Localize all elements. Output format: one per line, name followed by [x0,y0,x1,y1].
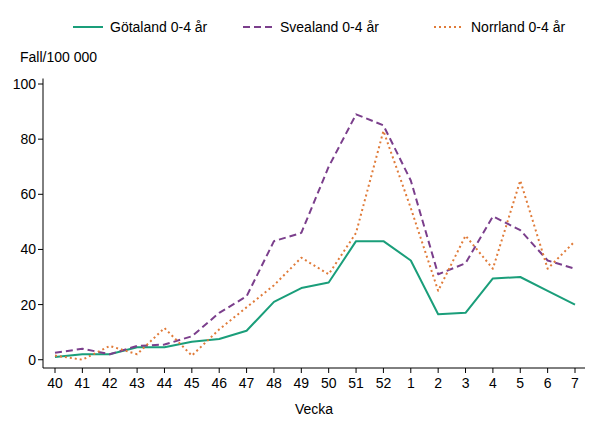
x-tick [55,368,56,373]
y-tick [38,194,43,195]
y-tick-label: 0 [28,352,36,368]
x-tick-label: 51 [348,375,364,391]
x-tick-label: 49 [294,375,310,391]
y-axis-label: Fall/100 000 [20,49,97,65]
y-axis [43,79,44,369]
x-axis [43,368,585,369]
legend-label: Svealand 0-4 år [280,19,379,35]
x-tick-label: 48 [266,375,282,391]
chart: 0204060801004041424344454647484950515212… [0,0,594,432]
y-tick [38,304,43,305]
x-tick-label: 47 [239,375,255,391]
x-tick-label: 3 [462,375,470,391]
x-tick [520,368,521,373]
x-tick-label: 2 [434,375,442,391]
y-tick [38,84,43,85]
x-tick [301,368,302,373]
x-tick [383,368,384,373]
legend-swatch [434,26,464,28]
x-tick [273,368,274,373]
y-tick [38,359,43,360]
x-tick-label: 1 [407,375,415,391]
series-line [55,114,575,354]
x-tick [465,368,466,373]
x-tick [164,368,165,373]
y-tick-label: 20 [20,297,36,313]
x-tick-label: 41 [75,375,91,391]
x-tick [109,368,110,373]
y-tick-label: 80 [20,131,36,147]
x-tick-label: 45 [184,375,200,391]
x-tick [191,368,192,373]
x-tick [246,368,247,373]
x-tick [82,368,83,373]
y-tick [38,139,43,140]
x-tick-label: 44 [157,375,173,391]
legend-swatch [73,26,103,28]
x-tick [219,368,220,373]
x-tick-label: 52 [376,375,392,391]
x-tick-label: 7 [571,375,579,391]
y-tick [38,249,43,250]
x-tick-label: 43 [129,375,145,391]
plot-lines [55,114,575,359]
x-tick-label: 6 [544,375,552,391]
y-tick-label: 40 [20,241,36,257]
x-tick-label: 50 [321,375,337,391]
x-tick-label: 46 [211,375,227,391]
x-tick-label: 40 [47,375,63,391]
y-tick-label: 100 [13,76,37,92]
y-tick-label: 60 [20,186,36,202]
legend-label: Norrland 0-4 år [471,19,565,35]
legend-label: Götaland 0-4 år [110,19,208,35]
legend-swatch [243,26,273,28]
x-axis-label: Vecka [295,401,333,417]
x-tick-label: 42 [102,375,118,391]
x-tick [137,368,138,373]
x-tick [328,368,329,373]
series-line [55,241,575,357]
x-tick [575,368,576,373]
x-tick [547,368,548,373]
series-line [55,131,575,360]
x-tick-label: 4 [489,375,497,391]
x-tick [410,368,411,373]
x-tick-label: 5 [516,375,524,391]
x-tick [438,368,439,373]
x-tick [356,368,357,373]
x-tick [492,368,493,373]
